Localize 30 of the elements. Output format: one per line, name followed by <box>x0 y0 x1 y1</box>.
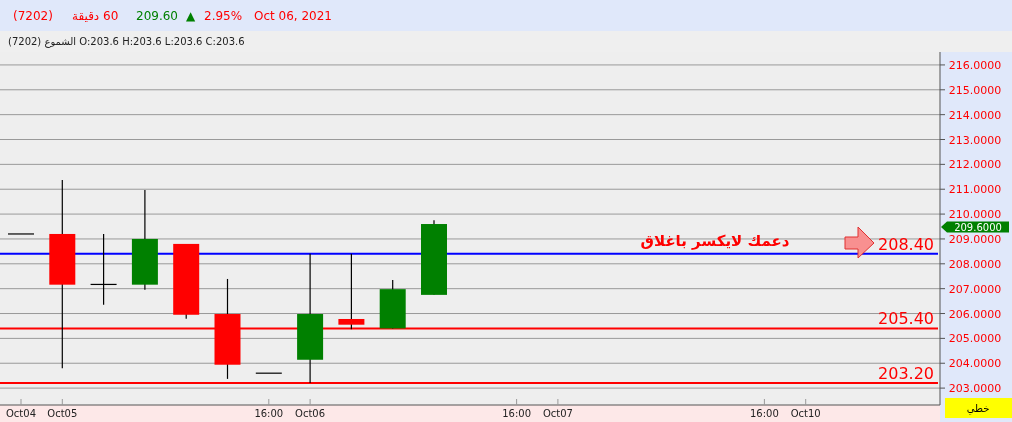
price-tag: 209.6000 <box>941 221 1009 233</box>
candlestick <box>90 233 118 306</box>
y-tick-label: 206.0000 <box>948 307 1002 321</box>
y-tick-label: 215.0000 <box>948 83 1002 97</box>
y-tick-label: 210.0000 <box>948 208 1002 222</box>
annotation: دعمك لايكسر باغلاق <box>640 231 790 250</box>
x-tick-label: 16:00 <box>502 408 532 419</box>
x-tick-label: 16:00 <box>254 408 284 419</box>
x-tick-label: Oct06 <box>295 408 326 419</box>
y-tick-label: 203.0000 <box>948 382 1002 396</box>
x-tick-label: Oct04 <box>5 408 37 419</box>
y-tick-label: 216.0000 <box>948 58 1002 72</box>
ref-line-label: 208.40 <box>878 234 934 254</box>
y-tick-label: 204.0000 <box>948 357 1002 371</box>
x-tick-label: Oct07 <box>542 408 573 419</box>
ref-line-label: 205.40 <box>878 309 934 329</box>
chart-subtitle: الشموع (7202) O:203.6 H:203.6 L:203.6 C:203.6 <box>8 36 245 48</box>
y-tick-label: 208.0000 <box>948 257 1002 271</box>
y-tick-label: 211.0000 <box>948 183 1002 197</box>
x-tick-label: Oct05 <box>47 408 78 419</box>
scale-button: خطي <box>945 398 1012 418</box>
y-tick-label: 209.0000 <box>948 232 1002 246</box>
y-tick-label: 213.0000 <box>948 133 1002 147</box>
ref-line-label: 203.20 <box>878 364 934 384</box>
y-tick-label: 207.0000 <box>948 282 1002 296</box>
y-tick-label: 205.0000 <box>948 332 1002 346</box>
y-tick-label: 212.0000 <box>948 158 1002 172</box>
x-tick-label: 16:00 <box>749 408 779 419</box>
y-tick-label: 214.0000 <box>948 108 1002 122</box>
x-tick-label: Oct10 <box>790 408 821 419</box>
